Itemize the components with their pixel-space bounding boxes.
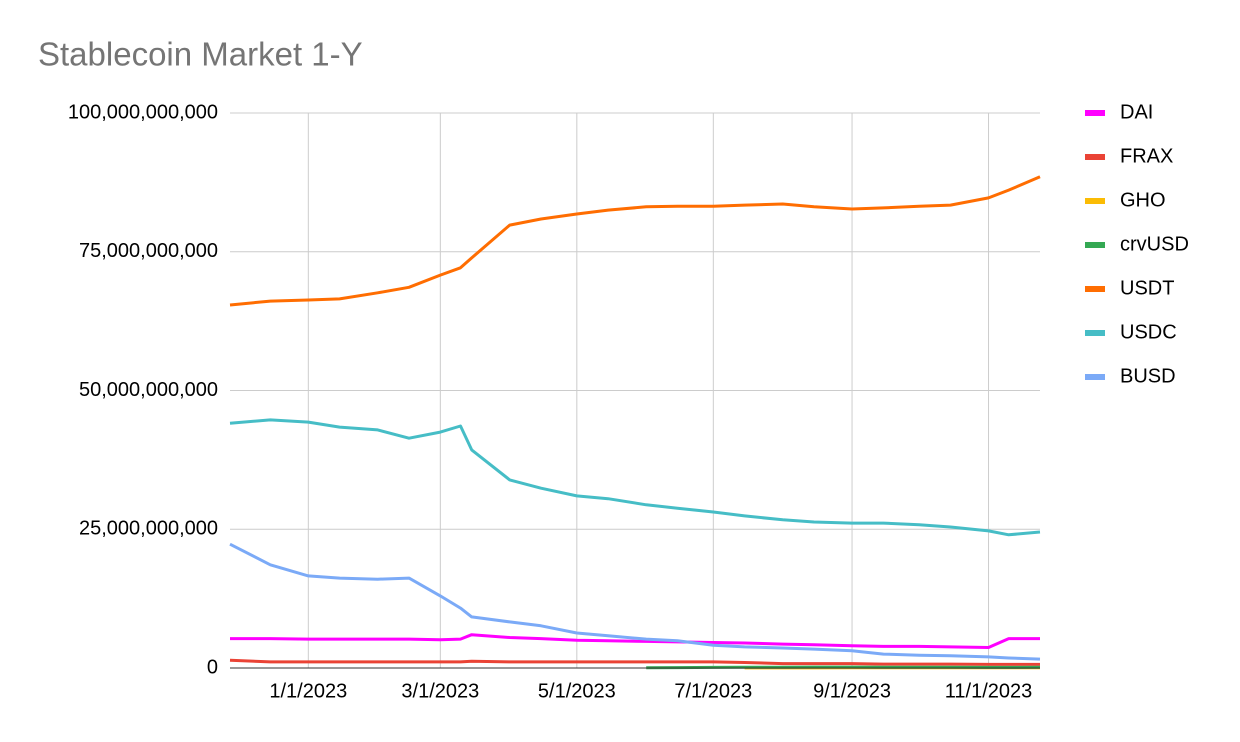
y-tick-label: 25,000,000,000	[79, 518, 218, 540]
y-tick-label: 0	[207, 656, 218, 678]
x-tick-label: 9/1/2023	[813, 680, 891, 702]
line-series	[229, 658, 1040, 666]
y-tick-label: 100,000,000,000	[68, 101, 218, 123]
line-series	[230, 633, 1040, 649]
legend-swatch	[1085, 198, 1105, 204]
chart-title: Stablecoin Market 1-Y	[38, 36, 363, 73]
legend-swatch	[1085, 242, 1105, 248]
y-tick-label: 75,000,000,000	[79, 240, 218, 262]
legend-swatch	[1085, 110, 1105, 116]
legend-label: DAI	[1120, 101, 1153, 123]
x-tick-label: 3/1/2023	[401, 680, 479, 702]
line-series	[229, 175, 1041, 307]
legend-label: GHO	[1120, 189, 1166, 211]
x-tick-label: 7/1/2023	[674, 680, 752, 702]
legend-swatch	[1085, 286, 1105, 292]
line-series	[229, 542, 1041, 661]
legend-label: USDT	[1120, 277, 1174, 299]
legend-swatch	[1085, 154, 1105, 160]
legend-swatch	[1085, 374, 1105, 380]
x-tick-label: 11/1/2023	[945, 680, 1033, 702]
legend-label: BUSD	[1120, 365, 1176, 387]
legend-label: crvUSD	[1120, 233, 1189, 255]
line-series	[646, 665, 1041, 670]
legend-swatch	[1085, 330, 1105, 336]
x-tick-label: 1/1/2023	[269, 680, 347, 702]
x-tick-label: 5/1/2023	[538, 680, 616, 702]
legend-label: FRAX	[1120, 145, 1173, 167]
y-tick-label: 50,000,000,000	[79, 379, 218, 401]
line-series	[229, 418, 1041, 537]
legend-label: USDC	[1120, 321, 1177, 343]
